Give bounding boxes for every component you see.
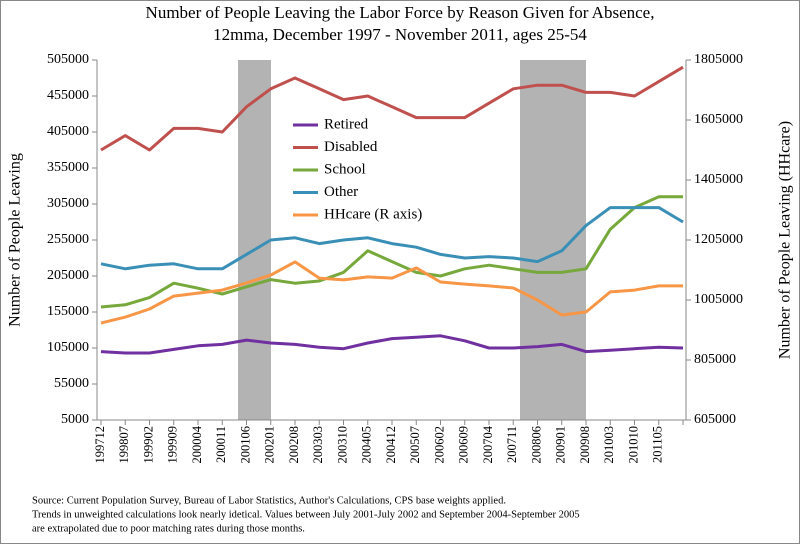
x-tick-label: 199712 xyxy=(93,426,107,464)
x-tick-label: 200908 xyxy=(578,426,592,464)
x-tick-label: 200004 xyxy=(190,425,204,463)
y-tick-label: 105000 xyxy=(47,340,89,355)
x-tick-label: 200106 xyxy=(238,426,252,464)
source-note: are extrapolated due to poor matching ra… xyxy=(32,523,305,534)
y2-tick-label: 805000 xyxy=(694,352,736,367)
x-tick-label: 200609 xyxy=(457,426,471,464)
legend-label: Retired xyxy=(324,116,369,132)
series-line xyxy=(100,195,683,309)
legend-label: Other xyxy=(324,184,358,200)
recession-shade xyxy=(238,60,271,420)
x-tick-label: 200405 xyxy=(360,426,374,464)
series-line xyxy=(100,206,684,271)
y2-tick-label: 1805000 xyxy=(694,52,743,67)
x-tick-label: 201105 xyxy=(651,426,665,463)
x-tick-label: 200303 xyxy=(311,426,325,464)
series-line xyxy=(100,65,684,152)
x-tick-label: 200602 xyxy=(432,426,446,464)
y-tick-label: 5000 xyxy=(61,412,89,427)
x-tick-label: 200011 xyxy=(214,426,228,463)
chart-title: Number of People Leaving the Labor Force… xyxy=(146,3,655,22)
y2-tick-label: 1405000 xyxy=(694,172,743,187)
y-tick-label: 505000 xyxy=(47,52,89,67)
legend-label: Disabled xyxy=(324,139,378,155)
y-tick-label: 305000 xyxy=(47,196,89,211)
y-tick-label: 355000 xyxy=(47,160,89,175)
x-tick-label: 200201 xyxy=(263,426,277,464)
chart-subtitle: 12mma, December 1997 - November 2011, ag… xyxy=(213,25,587,44)
x-tick-label: 200310 xyxy=(335,426,349,464)
y-tick-label: 405000 xyxy=(47,124,89,139)
y-tick-label: 455000 xyxy=(47,88,89,103)
y-axis-title: Number of People Leaving xyxy=(7,153,24,327)
x-tick-label: 199807 xyxy=(117,426,131,464)
y2-tick-label: 1205000 xyxy=(694,232,743,247)
x-tick-label: 200704 xyxy=(481,425,495,463)
series-line xyxy=(100,260,683,325)
x-tick-label: 199902 xyxy=(141,426,155,464)
y2-tick-label: 1005000 xyxy=(694,292,743,307)
x-tick-label: 200806 xyxy=(529,426,543,464)
x-tick-label: 200711 xyxy=(505,426,519,463)
y2-tick-label: 1605000 xyxy=(694,112,743,127)
x-tick-label: 201010 xyxy=(626,426,640,464)
source-note: Source: Current Population Survey, Burea… xyxy=(32,495,506,506)
y-tick-label: 55000 xyxy=(54,376,89,391)
x-tick-label: 200901 xyxy=(554,426,568,464)
y-tick-label: 155000 xyxy=(47,304,89,319)
series-line xyxy=(100,334,684,355)
y2-tick-label: 605000 xyxy=(694,412,736,427)
legend-label: HHcare (R axis) xyxy=(324,206,422,222)
x-tick-label: 200507 xyxy=(408,426,422,464)
x-tick-label: 199909 xyxy=(166,426,180,464)
source-note: Trends in unweighted calculations look n… xyxy=(32,509,580,520)
recession-shade xyxy=(520,60,586,420)
y2-axis-title: Number of People Leaving (HHcare) xyxy=(777,121,794,359)
y-tick-label: 205000 xyxy=(47,268,89,283)
legend-label: School xyxy=(324,161,366,177)
x-tick-label: 200412 xyxy=(384,426,398,464)
y-tick-label: 255000 xyxy=(47,232,89,247)
x-tick-label: 201003 xyxy=(602,426,616,464)
x-tick-label: 200208 xyxy=(287,426,301,464)
